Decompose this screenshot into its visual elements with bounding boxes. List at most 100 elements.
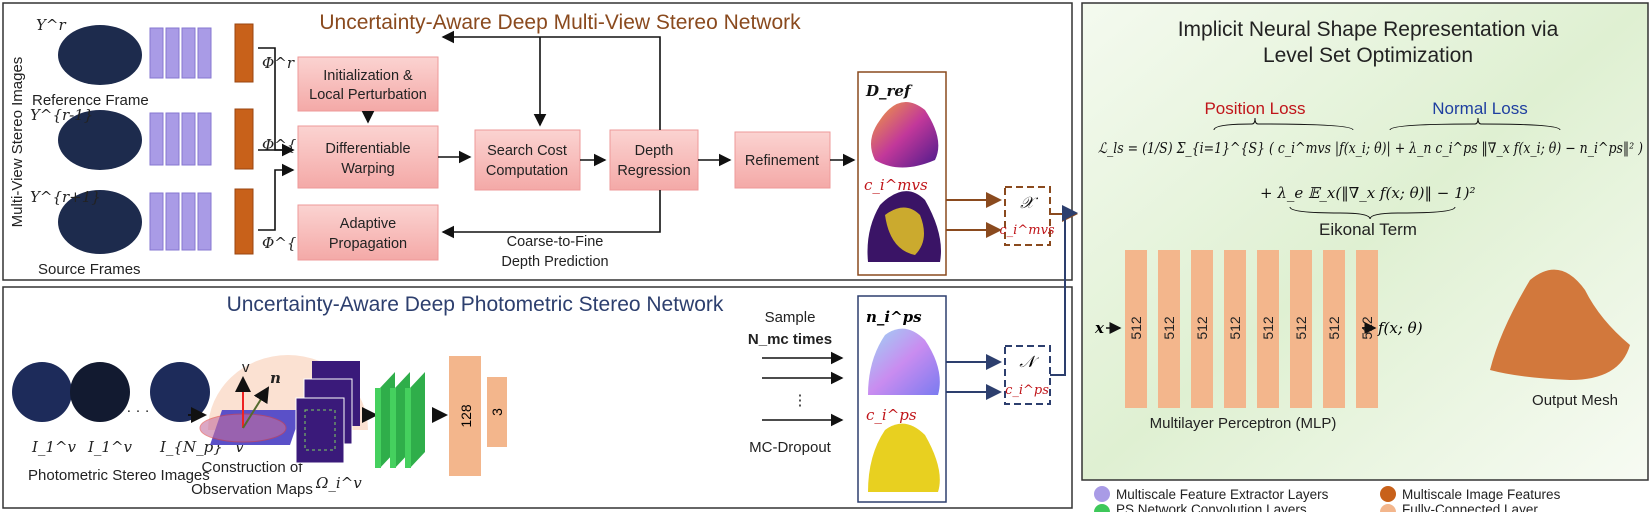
- svg-text:Computation: Computation: [486, 163, 568, 179]
- ellipsis: · · ·: [126, 402, 149, 419]
- mlp-layer: 512: [1257, 250, 1279, 408]
- ps-title: Uncertainty-Aware Deep Photometric Stere…: [227, 293, 724, 316]
- propagation-block: Adaptive Propagation: [297, 204, 439, 261]
- sample-label: Sample: [765, 309, 816, 326]
- fc-128: 128: [449, 356, 481, 476]
- legend-item: PS Network Convolution Layers: [1094, 502, 1307, 512]
- eikonal-brace: [1289, 206, 1456, 220]
- observation-maps: [295, 361, 360, 464]
- mlp-units-label: 512: [1194, 316, 1210, 340]
- loss-equation-line1: ℒ_ls = (1/S) Σ_{i=1}^{S} ( c_i^mvs |f(x_…: [1098, 141, 1643, 157]
- source-image-2: [58, 190, 142, 254]
- eikonal-label: Eikonal Term: [1319, 220, 1417, 239]
- svg-text:PS Network Convolution Layers: PS Network Convolution Layers: [1116, 502, 1307, 512]
- mlp-units-label: 512: [1293, 316, 1309, 340]
- normal-brace: [1389, 117, 1561, 131]
- source-frames-label: Source Frames: [38, 261, 141, 278]
- mlp-units-label: 512: [1227, 316, 1243, 340]
- mlp-layer: 512: [1356, 250, 1378, 408]
- position-loss-label: Position Loss: [1204, 99, 1305, 118]
- mc-samples-arrows: [762, 351, 844, 427]
- normal-map: [868, 328, 940, 395]
- feature-layer: [181, 192, 196, 251]
- mlp-label: Multilayer Perceptron (MLP): [1150, 415, 1337, 432]
- label-yr+1: Y^{r+1}: [30, 188, 101, 206]
- mvs-side-label: Multi-View Stereo Images: [9, 57, 26, 228]
- svg-text:3: 3: [489, 408, 505, 416]
- mlp-layer: 512: [1191, 250, 1213, 408]
- search-cost-block: Search Cost Computation: [474, 129, 581, 191]
- feature-layer: [149, 192, 164, 251]
- ps-conv-layers: [375, 372, 425, 468]
- feature-layer: [181, 112, 196, 166]
- depth-prediction-label: Depth Prediction: [501, 254, 608, 270]
- legend-swatch: [1094, 504, 1110, 512]
- feature-layer: [165, 27, 180, 79]
- mlp-layer: 512: [1323, 250, 1345, 408]
- nmc-label: N_mc times: [748, 331, 832, 348]
- legend: Multiscale Feature Extractor Layers Mult…: [1094, 486, 1561, 512]
- svg-text:Fully-Connected Layer: Fully-Connected Layer: [1402, 502, 1538, 512]
- legend-item: Multiscale Image Features: [1380, 486, 1561, 502]
- cps-label: c_i^ps: [866, 406, 917, 424]
- n-label: n: [270, 369, 281, 387]
- feature-layer: [165, 112, 180, 166]
- mlp-layer: 512: [1224, 250, 1246, 408]
- feature-layer: [149, 27, 164, 79]
- feature-layer: [165, 192, 180, 251]
- obs-label-1: Construction of: [202, 459, 304, 476]
- normal-loss-label: Normal Loss: [1432, 99, 1527, 118]
- warping-block: Differentiable Warping: [297, 125, 439, 189]
- mlp-units-label: 512: [1128, 316, 1144, 340]
- omega-label: Ω_i^v: [315, 474, 362, 492]
- phi-r: Φ^r: [262, 54, 295, 72]
- mlp-units-label: 512: [1326, 316, 1342, 340]
- feature-layer: [149, 112, 164, 166]
- mlp-output: f(x; θ): [1377, 319, 1423, 337]
- svg-text:Depth: Depth: [635, 143, 674, 159]
- svg-text:Multiscale Image Features: Multiscale Image Features: [1402, 487, 1561, 502]
- coarse-to-fine-label: Coarse-to-Fine: [507, 234, 604, 250]
- mlp-layer: 512: [1125, 250, 1147, 408]
- feature-extractor-stacks: [149, 23, 254, 255]
- feature-layer: [197, 112, 212, 166]
- feature-layer: [181, 27, 196, 79]
- ps-input-images: [12, 362, 210, 422]
- nps-label: n_i^ps: [866, 308, 922, 326]
- mlp-input: x: [1094, 319, 1105, 337]
- feature-layer: [197, 192, 212, 251]
- svg-text:Refinement: Refinement: [745, 153, 819, 169]
- mvs-arrows: [258, 30, 856, 239]
- mlp-units-label: 512: [1161, 316, 1177, 340]
- mlp-layer: 512: [1290, 250, 1312, 408]
- vertical-ellipsis: ⋮: [793, 392, 808, 409]
- mlp-units-label: 512: [1260, 316, 1276, 340]
- ps-normal-box: [1004, 345, 1051, 405]
- legend-item: Fully-Connected Layer: [1380, 502, 1538, 512]
- output-mesh-label: Output Mesh: [1532, 392, 1618, 409]
- ps-to-inr-arrows: [946, 205, 1078, 400]
- svg-text:Warping: Warping: [341, 161, 394, 177]
- cmvs-label: c_i^mvs: [864, 176, 928, 194]
- mlp-layer: 512: [1158, 250, 1180, 408]
- position-brace: [1213, 117, 1354, 131]
- ps-images-label: Photometric Stereo Images: [28, 467, 210, 484]
- svg-text:Regression: Regression: [617, 163, 690, 179]
- fc-3: 3: [487, 377, 507, 447]
- svg-text:Propagation: Propagation: [329, 236, 407, 252]
- inr-title-2: Level Set Optimization: [1263, 44, 1473, 67]
- label-yr: Y^r: [36, 16, 66, 34]
- cps-output-label: c_i^ps: [1005, 383, 1049, 398]
- inr-title-1: Implicit Neural Shape Representation via: [1178, 18, 1559, 41]
- mlp-layers: 512 512 512 512 512 512 512 512: [1125, 250, 1378, 408]
- legend-swatch: [1094, 486, 1110, 502]
- legend-swatch: [1380, 486, 1396, 502]
- image-feature: [234, 188, 254, 255]
- i1-label: I_1^v: [31, 438, 77, 456]
- svg-text:Local Perturbation: Local Perturbation: [309, 87, 427, 103]
- mvs-point-box: [1004, 186, 1051, 246]
- refinement-block: Refinement: [734, 131, 831, 189]
- loss-equation-line2: + λ_e 𝔼_x(‖∇_x f(x; θ)‖ − 1)²: [1260, 184, 1476, 202]
- svg-text:Differentiable: Differentiable: [325, 141, 410, 157]
